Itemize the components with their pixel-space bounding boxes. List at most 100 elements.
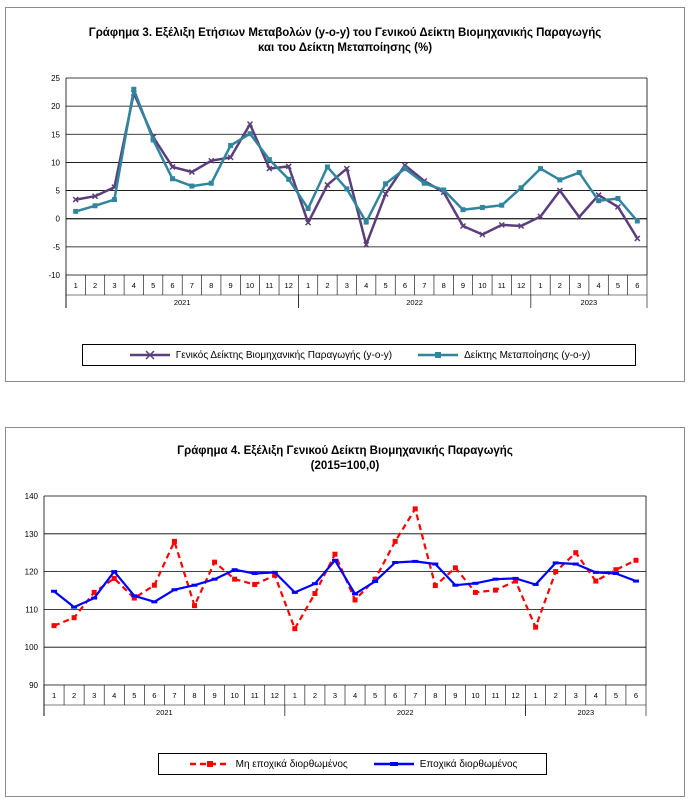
chart-3-series-0-point: [556, 187, 563, 194]
chart-3-year-label: 2022: [406, 298, 423, 307]
chart-3-legend: Γενικός Δείκτης Βιομηχανικής Παραγωγής (…: [82, 344, 636, 366]
chart-3-series-0-point: [518, 223, 525, 230]
chart-4-series-0-point: [533, 624, 539, 630]
chart-4-series-0-point: [312, 591, 318, 597]
legend-label-not-seasonally-adjusted: Μη εποχικά διορθωμένος: [235, 758, 348, 770]
chart-4-xtick-label: 6: [634, 691, 638, 700]
chart-3-ytick-label: 0: [56, 215, 61, 224]
chart-3-series-1-point: [131, 86, 137, 92]
chart-3-series-1-point: [170, 176, 176, 182]
chart-3-series-1-point: [441, 187, 447, 193]
legend-item-seasonally-adjusted: Εποχικά διορθωμένος: [372, 759, 517, 770]
chart-4-series-0-point: [613, 567, 619, 573]
chart-3-xtick-label: 7: [190, 281, 194, 290]
legend-swatch-seasonally-adjusted: [373, 762, 414, 766]
chart-3-xtick-label: 10: [478, 281, 486, 290]
chart-4-xtick-label: 8: [433, 691, 437, 700]
chart-4-xtick-label: 4: [353, 691, 357, 700]
chart-3-year-label: 2023: [581, 298, 598, 307]
chart-3-series-1-point: [499, 202, 505, 208]
chart-3-series-0-point: [576, 213, 583, 221]
chart-4-xtick-label: 3: [333, 691, 337, 700]
chart-4-year-label: 2021: [156, 708, 173, 717]
chart-4-series-0-point: [452, 565, 458, 571]
chart-4-series-0-point: [192, 603, 197, 609]
chart-3-series-1-point: [150, 137, 156, 143]
chart-3-xtick-label: 3: [345, 281, 349, 290]
chart-3-series-0-point: [634, 235, 641, 242]
chart-3-series-0-point: [266, 165, 273, 172]
chart-4-xtick-label: 5: [373, 691, 377, 700]
chart-3-series-1-point: [518, 185, 524, 191]
chart-3-ytick-label: 5: [56, 187, 61, 196]
chart-3-series-0-point: [72, 196, 79, 203]
chart-3-series-1-point: [208, 180, 214, 186]
chart-4-xtick-label: 4: [594, 691, 598, 700]
chart-4-series-0-point: [171, 538, 177, 544]
chart-3-series-0-point: [246, 121, 254, 128]
chart-3-series-1-point: [305, 206, 311, 212]
chart-3-series-1-point: [402, 166, 408, 172]
chart-3-series-0-point: [188, 168, 195, 176]
chart-3-xtick-label: 10: [246, 281, 254, 290]
chart-3-series-1-point: [479, 204, 485, 210]
chart-4-ytick-label: 100: [25, 643, 39, 652]
chart-3-series-1-point: [615, 195, 621, 201]
chart-4-series-0-point: [513, 578, 519, 584]
chart-4-xtick-label: 11: [251, 691, 259, 700]
chart-4-series-0-point: [412, 506, 418, 512]
legend-swatch-not-seasonally-adjusted: [189, 761, 230, 767]
chart-3-xtick-label: 7: [422, 281, 426, 290]
legend-label-general-index: Γενικός Δείκτης Βιομηχανικής Παραγωγής (…: [175, 349, 393, 361]
legend-item-not-seasonally-adjusted: Μη εποχικά διορθωμένος: [188, 759, 348, 770]
chart-4-series-0-point: [332, 551, 338, 557]
chart-3-title-line-1: Γράφημα 3. Εξέλιξη Ετήσιων Μεταβολών (y-…: [88, 27, 602, 39]
chart-3-ytick-label: 10: [51, 158, 60, 167]
legend-swatch-general-index: [129, 350, 170, 360]
chart-4-series-0-point: [573, 550, 579, 556]
chart-4-xtick-label: 12: [271, 691, 279, 700]
chart-3-series-0-point: [227, 154, 234, 161]
chart-3-xtick-label: 2: [558, 281, 562, 290]
chart-3-xtick-label: 8: [442, 281, 446, 290]
chart-4-series-0-point: [553, 569, 559, 575]
chart-4-ytick-label: 140: [25, 492, 39, 501]
chart-3-year-label: 2021: [174, 298, 191, 307]
chart-3-series-0-point: [459, 223, 467, 230]
chart-4-xtick-label: 3: [92, 691, 96, 700]
chart-3-series-1-point: [73, 208, 79, 214]
chart-3-ytick-label: -10: [48, 271, 60, 280]
chart-3-series-1-point: [189, 183, 195, 189]
chart-3-series-0-point: [169, 163, 176, 170]
chart-3-xtick-label: 1: [538, 281, 542, 290]
chart-3-series-1-point: [634, 218, 640, 224]
chart-3-xtick-label: 12: [517, 281, 525, 290]
chart-3-series-1-point: [111, 197, 117, 203]
chart-4-series-0-point: [372, 576, 378, 582]
chart-4-ytick-label: 120: [25, 568, 39, 577]
chart-4-legend: Μη εποχικά διορθωμένος Εποχικά διορθωμέν…: [158, 753, 547, 775]
chart-4-xtick-label: 9: [453, 691, 457, 700]
chart-3-ytick-label: 20: [51, 102, 60, 111]
chart-3-series-0-point: [479, 231, 486, 238]
chart-4-series-0-point: [51, 623, 57, 629]
chart-3-xtick-label: 5: [383, 281, 387, 290]
chart-4-xtick-label: 5: [614, 691, 618, 700]
chart-3-series-1-point: [92, 203, 98, 209]
chart-4-series-0-line: [53, 507, 637, 630]
chart-3-series-0-point: [382, 190, 389, 197]
chart-3-series-1-line: [75, 88, 639, 224]
chart-4-series-0-point: [593, 578, 599, 584]
chart-3-xtick-label: 12: [285, 281, 293, 290]
chart-3-xtick-label: 11: [265, 281, 273, 290]
chart-3-xtick-label: 9: [229, 281, 233, 290]
chart-3-xtick-label: 4: [132, 281, 136, 290]
chart-4-title-line-2: (2015=100,0): [310, 460, 380, 472]
chart-4-xtick-label: 5: [132, 691, 136, 700]
chart-3-series-1-point: [286, 176, 292, 182]
chart-3-title: Γράφημα 3. Εξέλιξη Ετήσιων Μεταβολών (y-…: [6, 26, 684, 56]
chart-3-series-0-point: [363, 241, 370, 248]
chart-4-series-0-point: [212, 559, 218, 565]
